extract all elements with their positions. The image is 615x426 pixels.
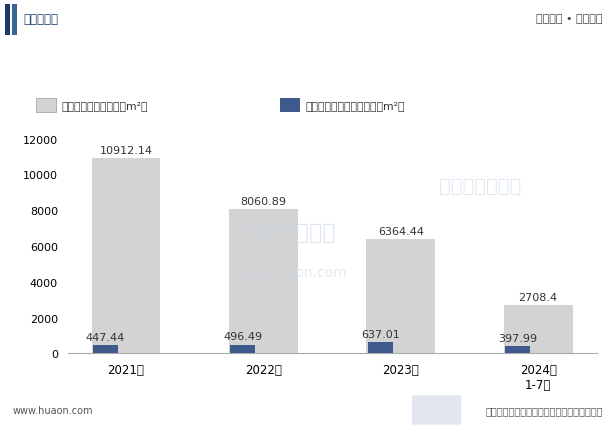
Bar [36,98,56,112]
Text: 2021-2024年7月四川省房地产商品住宅及商品住宅现房销售面积: 2021-2024年7月四川省房地产商品住宅及商品住宅现房销售面积 [151,58,464,74]
Text: 10912.14: 10912.14 [100,146,153,155]
Bar [92,159,161,354]
Bar [93,345,118,354]
Text: www.huaon.com: www.huaon.com [232,265,347,279]
FancyBboxPatch shape [412,395,461,425]
Bar [12,5,17,36]
Bar [231,345,255,354]
Text: 华经情报网: 华经情报网 [23,13,58,26]
Text: 华经产业研究院: 华经产业研究院 [439,177,522,196]
Bar [504,305,573,354]
Text: 华经产业研究院: 华经产业研究院 [243,223,336,243]
Bar [280,98,300,112]
Text: 数据来源：国家统计局；华经产业研究院整理: 数据来源：国家统计局；华经产业研究院整理 [485,405,603,415]
Text: 8060.89: 8060.89 [240,196,287,207]
Text: 商品住宅销售面积（万m²）: 商品住宅销售面积（万m²） [62,101,148,110]
Bar [505,346,530,354]
Text: 447.44: 447.44 [86,332,125,343]
Text: 2708.4: 2708.4 [518,292,558,302]
Text: 6364.44: 6364.44 [378,227,424,237]
Bar [368,342,392,354]
Text: 专业严谨 • 客观科学: 专业严谨 • 客观科学 [536,14,603,24]
Text: 637.01: 637.01 [361,329,400,339]
Bar [5,5,10,36]
Text: www.huaon.com: www.huaon.com [12,405,93,415]
Text: 商品住宅现房销售面积（万m²）: 商品住宅现房销售面积（万m²） [305,101,405,110]
Bar [367,240,435,354]
Text: 496.49: 496.49 [223,331,263,342]
Bar [229,210,298,354]
Text: 397.99: 397.99 [498,333,537,343]
